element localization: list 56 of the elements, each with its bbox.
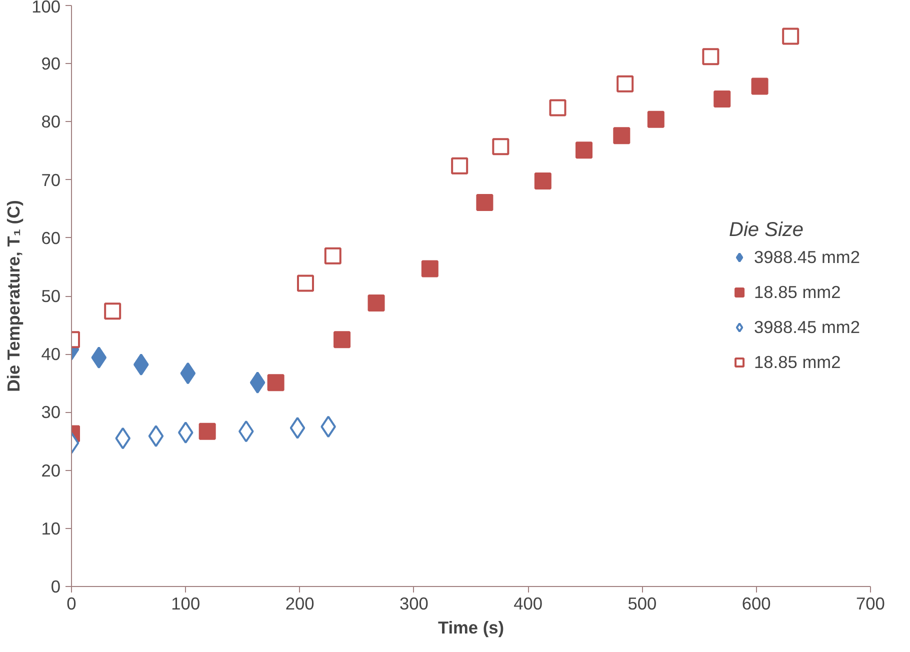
point: [576, 142, 592, 159]
point: [368, 294, 385, 312]
point: [296, 274, 314, 292]
x-tick-label: 300: [399, 594, 428, 614]
point: [178, 422, 194, 444]
point: [647, 110, 664, 128]
point: [250, 372, 266, 394]
legend-label: 3988.45 mm2: [754, 316, 860, 338]
x-tick-label: 500: [628, 594, 657, 614]
y-tick-label: 20: [41, 460, 61, 480]
y-tick-label: 0: [50, 576, 61, 596]
y-tick-label: 60: [41, 228, 61, 248]
point: [290, 416, 306, 439]
y-tick-label: 50: [41, 286, 61, 306]
legend-label: 18.85 mm2: [754, 282, 841, 302]
y-tick-label: 40: [41, 344, 61, 364]
legend-label: 18.85 mm2: [754, 352, 841, 372]
y-tick-label: 70: [41, 170, 61, 190]
y-tick-label: 80: [41, 112, 61, 132]
point: [751, 78, 768, 95]
y-tick-label: 90: [41, 54, 61, 74]
legend-label: 3988.45 mm2: [754, 246, 860, 268]
point: [334, 331, 351, 348]
point: [476, 194, 494, 211]
point: [267, 374, 284, 392]
legend-title: Die Size: [729, 218, 805, 242]
x-tick-label: 700: [856, 594, 885, 614]
point: [148, 425, 164, 448]
x-tick-label: 200: [285, 594, 314, 614]
point: [115, 427, 131, 450]
y-tick-label: 100: [32, 0, 61, 16]
point: [133, 354, 149, 376]
point: [549, 99, 566, 116]
point: [702, 48, 720, 66]
point: [492, 138, 510, 156]
point: [324, 247, 342, 264]
x-tick-label: 0: [66, 594, 76, 614]
point: [534, 172, 552, 190]
point: [714, 90, 731, 108]
x-axis-title: Time (s): [438, 618, 504, 638]
point: [180, 362, 196, 384]
x-tick-label: 100: [171, 594, 200, 614]
point: [782, 28, 800, 45]
point: [91, 346, 107, 369]
x-tick-label: 600: [742, 594, 771, 614]
y-axis-title: Die Temperature, T₁ (C): [4, 200, 24, 392]
y-tick-label: 30: [41, 402, 61, 422]
point: [104, 302, 122, 320]
point: [198, 422, 216, 440]
point: [613, 127, 630, 144]
x-tick-label: 400: [514, 594, 543, 614]
y-tick-label: 10: [41, 518, 61, 538]
point: [616, 75, 634, 92]
point: [451, 157, 468, 174]
point: [421, 260, 438, 278]
point: [238, 420, 254, 442]
